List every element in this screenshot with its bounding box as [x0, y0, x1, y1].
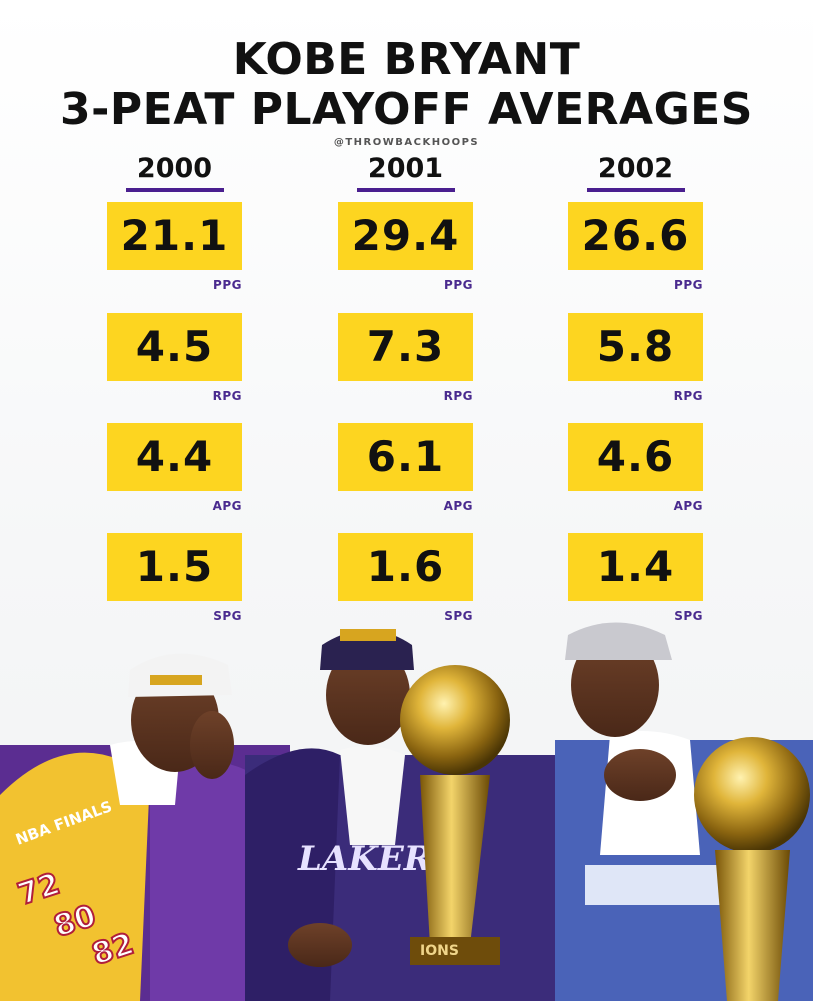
stat-label: SPG	[674, 609, 703, 623]
title-line-2: 3-PEAT PLAYOFF AVERAGES	[60, 84, 753, 135]
stat-label: SPG	[444, 609, 473, 623]
photo-2001: LAKERS IONS	[245, 629, 565, 1001]
hand-2000	[190, 711, 234, 779]
stat-label: PPG	[213, 278, 242, 292]
stat-label: APG	[212, 499, 242, 513]
stat-rpg: 7.3 RPG	[338, 313, 473, 403]
stat-value-box: 5.8	[568, 313, 703, 381]
stat-label: APG	[443, 499, 473, 513]
cap-logo	[150, 675, 202, 685]
trophy-ball	[694, 737, 810, 853]
stat-ppg: 26.6 PPG	[568, 202, 703, 292]
year-underline	[586, 188, 685, 192]
title-line-1: KOBE BRYANT	[232, 34, 581, 85]
stat-value-box: 4.5	[107, 313, 242, 381]
stat-value-box: 1.6	[338, 533, 473, 601]
credit-handle: @THROWBACKHOOPS	[333, 137, 480, 148]
stat-ppg: 29.4 PPG	[338, 202, 473, 292]
stat-label: RPG	[443, 389, 473, 403]
stat-label: SPG	[213, 609, 242, 623]
stat-rpg: 5.8 RPG	[568, 313, 703, 403]
trophy-plate: IONS	[420, 943, 459, 959]
trophy-cup	[715, 850, 790, 1001]
stat-apg: 6.1 APG	[338, 423, 473, 513]
stat-rpg: 4.5 RPG	[107, 313, 242, 403]
stat-value-box: 4.4	[107, 423, 242, 491]
trophy-cup	[420, 775, 490, 945]
column-2001: 2001 29.4 PPG 7.3 RPG 6.1 APG 1.6 SPG	[338, 150, 473, 623]
stat-label: PPG	[444, 278, 473, 292]
cap-logo	[340, 629, 396, 641]
stat-value-box: 7.3	[338, 313, 473, 381]
player-photos: 72 80 82 NBA FINALS LAKERS IONS	[0, 622, 813, 1001]
column-2002: 2002 26.6 PPG 5.8 RPG 4.6 APG 1.4 SPG	[568, 150, 703, 623]
year-underline	[356, 188, 455, 192]
photo-2002	[555, 622, 813, 1001]
stat-apg: 4.6 APG	[568, 423, 703, 513]
hand-2002	[604, 749, 676, 801]
year-underline	[125, 188, 224, 192]
hand-2001	[288, 923, 352, 967]
stat-ppg: 21.1 PPG	[107, 202, 242, 292]
stat-label: RPG	[212, 389, 242, 403]
stat-value-box: 29.4	[338, 202, 473, 270]
stat-apg: 4.4 APG	[107, 423, 242, 513]
year-heading: 2000	[136, 153, 213, 184]
stat-label: RPG	[673, 389, 703, 403]
cap-2002	[565, 622, 672, 660]
stat-value-box: 6.1	[338, 423, 473, 491]
stat-label: APG	[673, 499, 703, 513]
stat-spg: 1.6 SPG	[338, 533, 473, 623]
stat-value-box: 4.6	[568, 423, 703, 491]
stat-spg: 1.5 SPG	[107, 533, 242, 623]
stat-value-box: 26.6	[568, 202, 703, 270]
year-heading: 2002	[597, 153, 674, 184]
stat-value-box: 1.5	[107, 533, 242, 601]
stat-spg: 1.4 SPG	[568, 533, 703, 623]
column-2000: 2000 21.1 PPG 4.5 RPG 4.4 APG 1.5 SPG	[107, 150, 242, 623]
trophy-base	[410, 937, 500, 965]
stat-label: PPG	[674, 278, 703, 292]
year-heading: 2001	[367, 153, 444, 184]
shirt	[340, 746, 405, 845]
jacket-gold-panel	[0, 752, 150, 1001]
stat-value-box: 21.1	[107, 202, 242, 270]
trophy-ball	[400, 665, 510, 775]
stat-value-box: 1.4	[568, 533, 703, 601]
